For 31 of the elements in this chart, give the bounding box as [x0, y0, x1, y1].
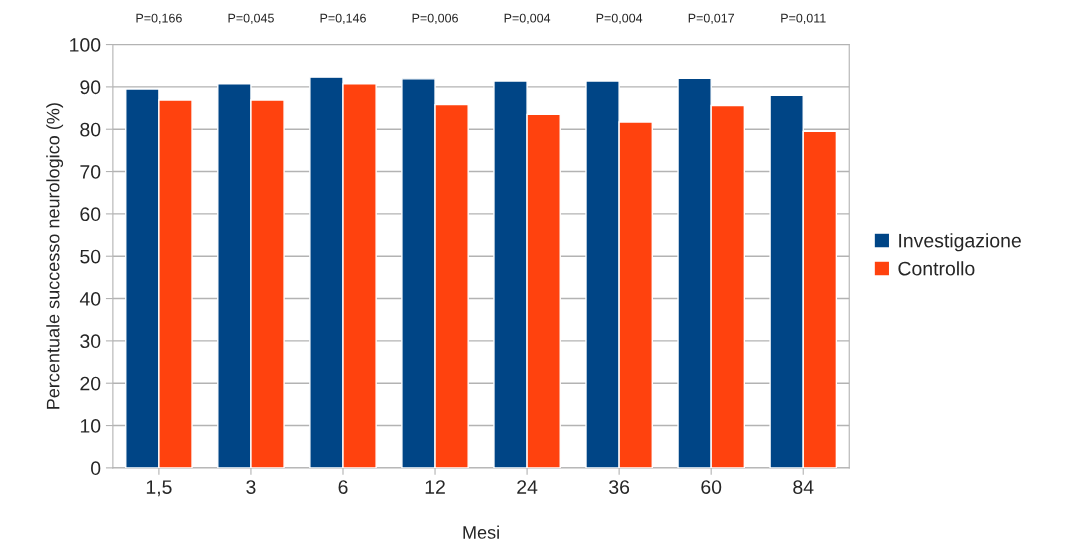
x-tick-label: 1,5	[146, 480, 172, 497]
y-tick-label: 50	[80, 249, 101, 264]
x-tick-label: 24	[517, 480, 538, 494]
y-tick-label: 20	[80, 376, 101, 391]
y-tick-label: 40	[79, 292, 101, 306]
y-tick-label: 0	[91, 461, 101, 476]
y-tick-label: 30	[80, 334, 101, 349]
y-tick-label: 80	[80, 122, 101, 137]
text: P=0,006	[412, 13, 458, 24]
y-axis-title: Percentuale successo neurologico (%)	[46, 103, 64, 409]
text: P=0,017	[688, 13, 735, 24]
y-tick-label: 90	[80, 80, 101, 95]
y-tick-label: 100	[70, 38, 101, 52]
x-tick-label: 84	[793, 480, 814, 494]
x-tick-label: 3	[246, 480, 256, 494]
text: P=0,045	[228, 13, 274, 24]
x-axis-title: Mesi	[463, 525, 499, 539]
x-tick-label: 60	[701, 480, 722, 494]
text: P=0,004	[596, 13, 643, 24]
legend-label: Investigazione	[899, 233, 1021, 252]
y-tick-label: 60	[80, 207, 101, 222]
legend-label: Controllo	[898, 261, 975, 276]
y-tick-label: 10	[80, 419, 101, 433]
y-tick-label: 70	[80, 165, 101, 179]
x-tick-label: 6	[338, 480, 348, 494]
text: P=0,004	[504, 13, 551, 24]
x-tick-label: 36	[609, 480, 630, 494]
text: P=0,011	[781, 13, 826, 24]
text: P=0,166	[136, 13, 182, 24]
text: P=0,146	[320, 13, 366, 24]
x-tick-label: 12	[425, 480, 445, 494]
